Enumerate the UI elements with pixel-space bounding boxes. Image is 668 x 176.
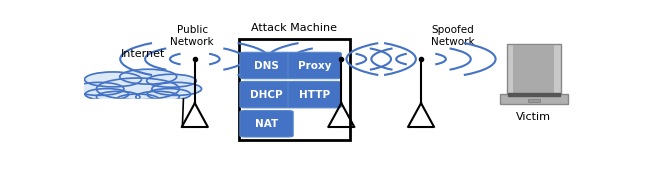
Circle shape — [147, 89, 190, 100]
Text: Attack Machine: Attack Machine — [251, 23, 337, 33]
Text: Public
Network: Public Network — [170, 25, 214, 47]
FancyBboxPatch shape — [240, 111, 293, 137]
Text: Proxy: Proxy — [298, 61, 331, 71]
FancyBboxPatch shape — [500, 94, 568, 104]
Circle shape — [120, 69, 176, 84]
Text: HTTP: HTTP — [299, 90, 330, 100]
Bar — [508, 93, 560, 96]
FancyBboxPatch shape — [239, 39, 350, 140]
FancyBboxPatch shape — [288, 81, 341, 108]
Circle shape — [96, 91, 140, 103]
Circle shape — [74, 82, 124, 95]
Text: Victim: Victim — [516, 112, 551, 122]
FancyBboxPatch shape — [240, 81, 293, 108]
Circle shape — [136, 91, 179, 103]
Circle shape — [85, 72, 142, 87]
Bar — [92, 99, 184, 106]
FancyBboxPatch shape — [288, 52, 341, 79]
FancyBboxPatch shape — [514, 45, 554, 95]
Circle shape — [116, 94, 160, 105]
Circle shape — [147, 74, 196, 87]
FancyBboxPatch shape — [240, 52, 293, 79]
Text: DNS: DNS — [254, 61, 279, 71]
Circle shape — [85, 89, 128, 100]
Text: NAT: NAT — [255, 119, 278, 129]
Circle shape — [96, 78, 179, 100]
Text: DHCP: DHCP — [250, 90, 283, 100]
FancyBboxPatch shape — [528, 99, 540, 102]
Text: Internet: Internet — [121, 49, 165, 59]
Text: Spoofed
Network: Spoofed Network — [432, 25, 475, 47]
FancyBboxPatch shape — [507, 44, 560, 96]
Circle shape — [152, 82, 202, 95]
